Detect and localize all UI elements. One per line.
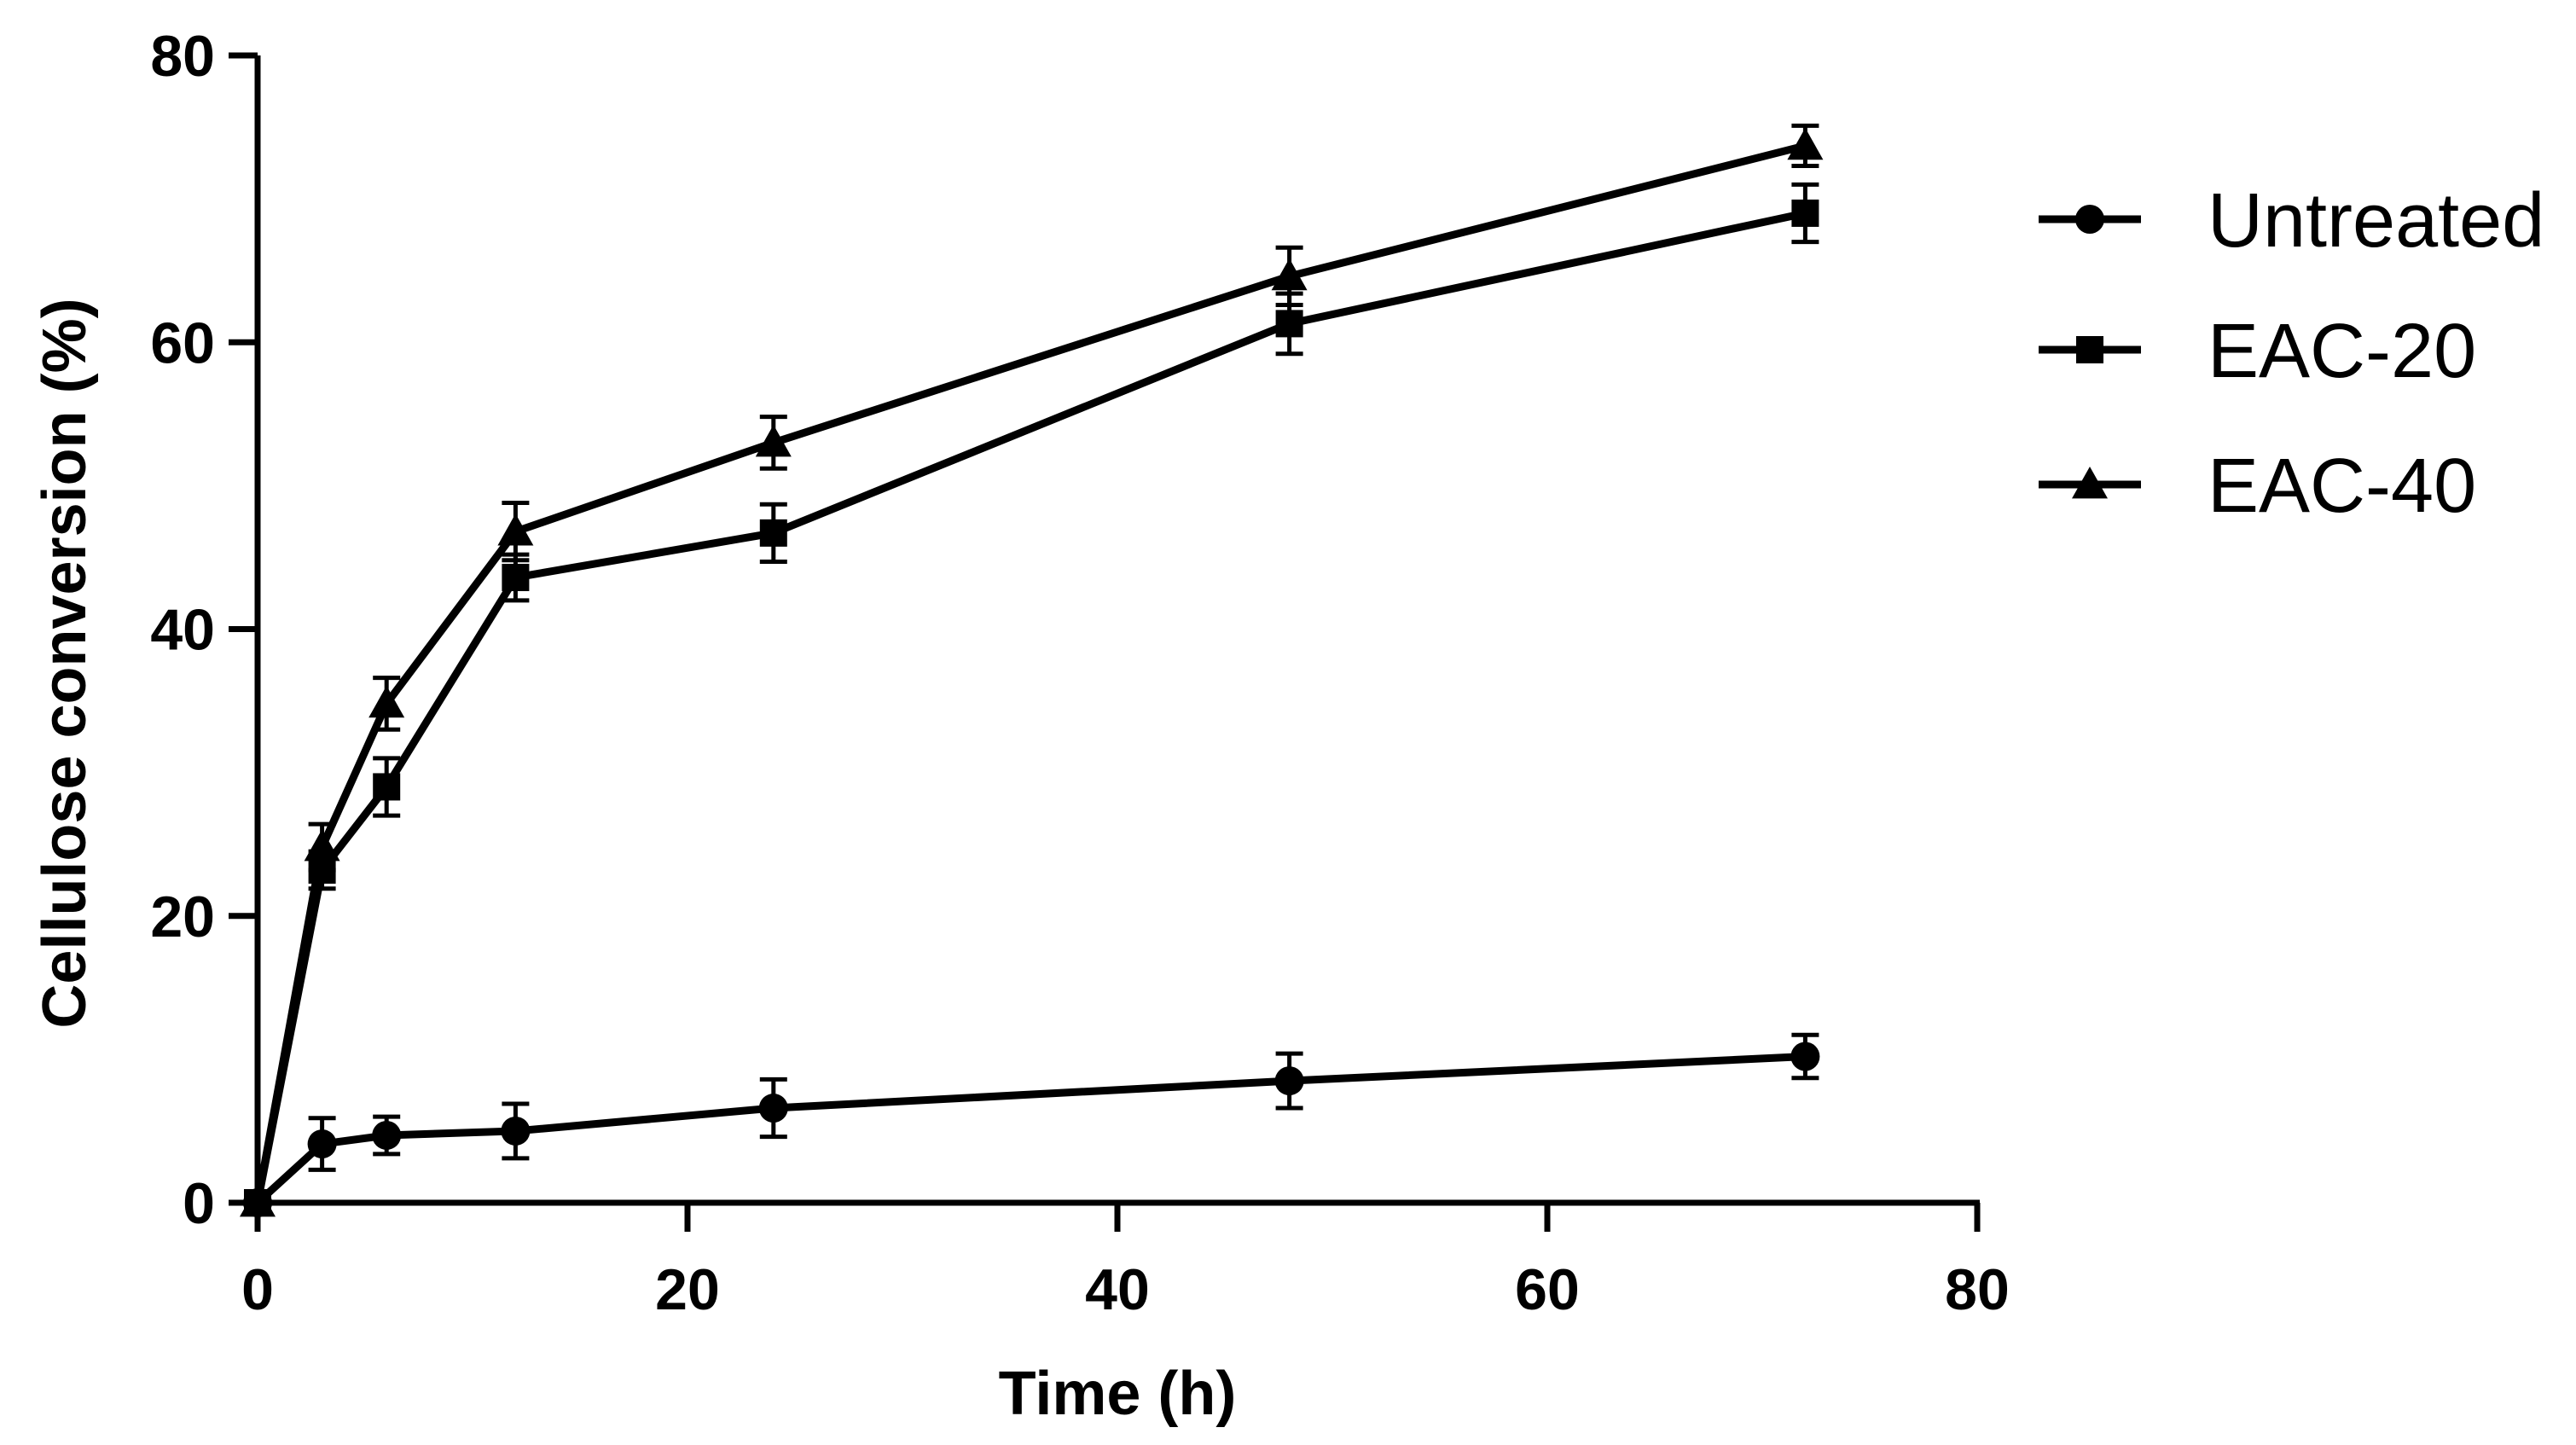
series-line	[253, 142, 1807, 1204]
legend-label: EAC-40	[2208, 444, 2476, 529]
data-point	[373, 773, 401, 801]
data-point	[1790, 1042, 1820, 1071]
data-point	[307, 1129, 337, 1159]
legend-label: Untreated	[2208, 178, 2544, 264]
series-untreated	[243, 1032, 1820, 1217]
data-point	[1271, 258, 1308, 291]
data-point	[759, 519, 787, 547]
series-line	[254, 1053, 1806, 1206]
x-tick-label: 80	[1945, 1257, 2010, 1322]
legend-item-eac-40: EAC-40	[2039, 444, 2476, 529]
series	[240, 123, 1824, 1217]
data-point	[758, 1094, 788, 1123]
x-tick-label: 40	[1085, 1257, 1150, 1322]
y-tick-label: 80	[150, 24, 215, 89]
data-point	[755, 424, 792, 457]
y-tick-label: 0	[183, 1171, 215, 1236]
y-axis-title: Cellulose conversion (%)	[31, 298, 99, 1028]
data-point	[304, 829, 340, 862]
data-point	[240, 1185, 276, 1217]
x-tick-label: 60	[1515, 1257, 1580, 1322]
series-eac-20	[244, 182, 1819, 1216]
data-point	[1791, 199, 1819, 227]
y-tick-label: 40	[150, 598, 215, 663]
x-tick-label: 20	[655, 1257, 720, 1322]
data-point	[497, 514, 534, 546]
data-point	[1275, 310, 1303, 338]
legend-label: EAC-20	[2208, 309, 2476, 394]
x-axis-title: Time (h)	[999, 1360, 1237, 1428]
ticks: 0 20 40 60 80 0 20 40 60 80	[150, 24, 2009, 1322]
y-tick-label: 20	[150, 885, 215, 949]
data-point	[372, 1120, 402, 1150]
series-eac-40	[240, 123, 1824, 1217]
legend-marker	[2076, 336, 2103, 363]
data-point	[1274, 1066, 1304, 1096]
legend: Untreated EAC-20 EAC-40	[2039, 178, 2544, 529]
legend-marker	[2072, 467, 2108, 499]
data-point	[368, 685, 405, 718]
data-point	[502, 563, 530, 591]
y-tick-label: 60	[150, 310, 215, 375]
legend-marker	[2075, 205, 2104, 234]
data-point	[1787, 127, 1824, 160]
x-tick-label: 0	[241, 1257, 274, 1322]
data-point	[501, 1116, 531, 1146]
legend-item-untreated: Untreated	[2039, 178, 2544, 264]
legend-item-eac-20: EAC-20	[2039, 309, 2476, 394]
